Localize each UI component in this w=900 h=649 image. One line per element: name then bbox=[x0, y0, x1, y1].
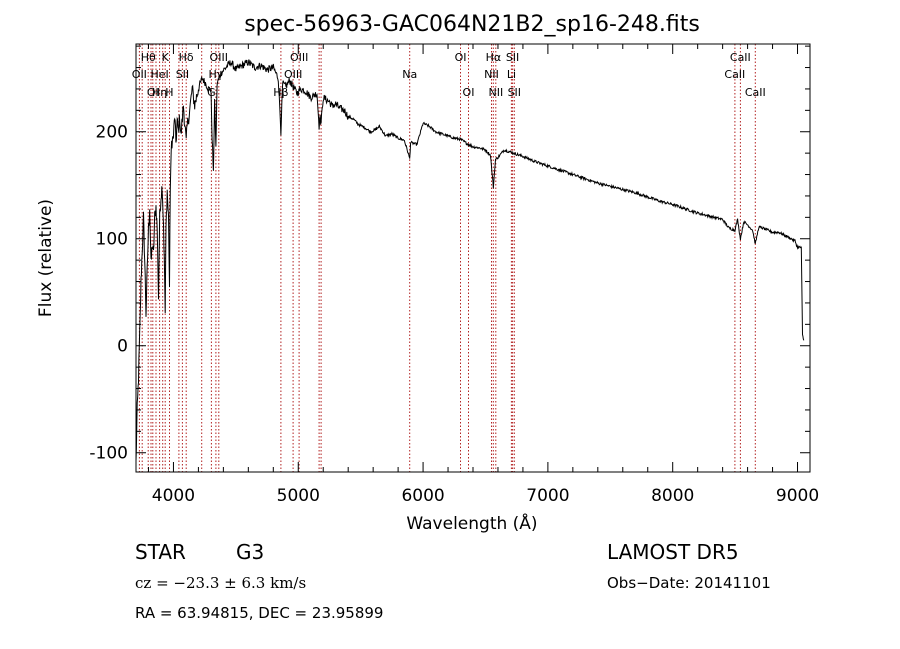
survey-name: LAMOST DR5 bbox=[607, 540, 739, 564]
spectral-line-labels: Hθ K Hδ OIII OIII OI Hα SII CaII OII HeI SII Hγ OIII N… bbox=[132, 51, 766, 99]
spectral-line-label: OI bbox=[455, 51, 467, 64]
y-tick-label: 100 bbox=[96, 230, 128, 250]
plot-frame bbox=[135, 43, 811, 473]
spectral-line-label: Hγ bbox=[208, 68, 223, 81]
spectral-line-label: K bbox=[162, 51, 170, 64]
x-axis-label: Wavelength (Å) bbox=[406, 512, 537, 534]
spectral-line-label: OI bbox=[463, 86, 475, 99]
spectral-line-label: Hα bbox=[486, 51, 502, 64]
spectral-line-label: NII bbox=[484, 68, 499, 81]
axes: 4000 5000 6000 7000 8000 9000 -100 0 100 200 bbox=[89, 44, 819, 506]
object-subclass: G3 bbox=[236, 540, 265, 564]
spectral-line-label: CaII bbox=[724, 68, 745, 81]
spectral-line-label: HeI bbox=[150, 68, 168, 81]
spectral-line-label: Hθ bbox=[141, 51, 156, 64]
spectral-line-label: OII bbox=[132, 68, 147, 81]
spectrum-series bbox=[135, 59, 805, 462]
spectral-line-label: Li bbox=[507, 68, 516, 81]
x-tick-label: 8000 bbox=[651, 486, 694, 506]
object-class: STAR bbox=[135, 540, 186, 564]
y-tick-label: 0 bbox=[117, 337, 128, 357]
x-tick-label: 7000 bbox=[526, 486, 569, 506]
spectral-line-label: SII bbox=[508, 86, 521, 99]
spectral-line-label: NII bbox=[488, 86, 503, 99]
spectral-line-label: SII bbox=[506, 51, 519, 64]
spectral-line-label: Hβ bbox=[273, 86, 288, 99]
spectral-line-label: CaII bbox=[745, 86, 766, 99]
spectral-line-label: OIII bbox=[284, 68, 302, 81]
spectral-line-label: OI bbox=[147, 86, 159, 99]
spectral-line-label: OIII bbox=[290, 51, 308, 64]
coordinates: RA = 63.94815, DEC = 23.95899 bbox=[135, 604, 384, 622]
spectral-line-label: H bbox=[165, 86, 173, 99]
spectral-line-markers bbox=[138, 44, 756, 472]
spectral-line-label: Hδ bbox=[179, 51, 194, 64]
chart-title: spec-56963-GAC064N21B2_sp16-248.fits bbox=[244, 12, 700, 37]
spectral-line-label: SII bbox=[176, 68, 189, 81]
y-axis-label: Flux (relative) bbox=[36, 199, 56, 317]
observation-date: Obs−Date: 20141101 bbox=[607, 574, 771, 592]
spectral-line-label: CaII bbox=[730, 51, 751, 64]
redshift-velocity: cz = −23.3 ± 6.3 km/s bbox=[135, 574, 307, 592]
x-tick-label: 9000 bbox=[776, 486, 819, 506]
x-tick-label: 6000 bbox=[401, 486, 444, 506]
spectral-line-label: Hη bbox=[152, 86, 167, 99]
spectrum-line bbox=[135, 59, 805, 462]
spectral-line-label: Na bbox=[402, 68, 417, 81]
x-tick-label: 4000 bbox=[152, 486, 195, 506]
y-tick-label: -100 bbox=[89, 444, 128, 464]
y-tick-label: 200 bbox=[96, 123, 128, 143]
x-tick-label: 5000 bbox=[277, 486, 320, 506]
spectral-line-label: OIII bbox=[210, 51, 228, 64]
spectral-line-label: G bbox=[207, 86, 216, 99]
